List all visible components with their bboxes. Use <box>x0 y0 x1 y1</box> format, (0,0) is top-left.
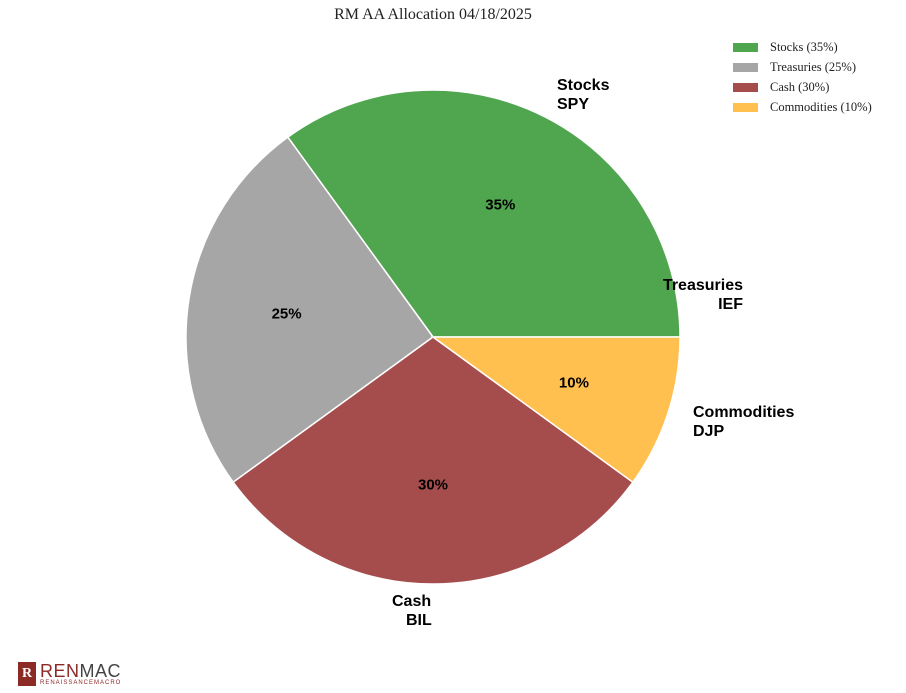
slice-name: Treasuries <box>662 277 743 294</box>
legend-item-cash: Cash (30%) <box>733 77 872 97</box>
slice-ticker: IEF <box>718 296 743 313</box>
logo-wordmark: RENMAC <box>40 662 121 680</box>
pct-label-treasuries: 25% <box>271 305 302 323</box>
slice-label-stocks: Stocks SPY <box>557 76 609 114</box>
slice-name: Cash <box>392 593 432 610</box>
pct-label-commodities: 10% <box>558 374 589 392</box>
pct-label-stocks: 35% <box>485 196 516 214</box>
legend-swatch <box>733 102 758 112</box>
chart-title: RM AA Allocation 04/18/2025 <box>334 6 532 23</box>
slice-label-cash: Cash BIL <box>392 592 432 630</box>
slice-name: Stocks <box>557 77 610 94</box>
renmac-logo: R RENMAC RENAISSANCEMACRO <box>18 662 121 686</box>
logo-brand-b: MAC <box>79 661 122 681</box>
pie-slice-treasuries <box>185 136 435 484</box>
logo-brand-a: REN <box>40 661 80 681</box>
legend-label: Cash (30%) <box>770 79 830 94</box>
pct-label-cash: 30% <box>417 476 449 494</box>
slice-ticker: SPY <box>557 96 590 113</box>
legend-item-stocks: Stocks (35%) <box>733 37 872 57</box>
legend-item-commodities: Commodities (10%) <box>733 97 872 117</box>
legend-label: Treasuries (25%) <box>770 59 856 74</box>
legend-label: Stocks (35%) <box>770 39 838 54</box>
legend-swatch <box>733 82 758 92</box>
legend: Stocks (35%) Treasuries (25%) Cash (30%) Co… <box>733 37 872 117</box>
slice-ticker: DJP <box>693 423 725 440</box>
slice-label-commodities: Commodities DJP <box>693 403 794 441</box>
legend-swatch <box>733 62 758 72</box>
pie-slice-stocks <box>286 89 681 338</box>
legend-label: Commodities (10%) <box>770 99 872 114</box>
pie-slice-commodities <box>430 336 681 484</box>
slice-name: Commodities <box>693 404 795 421</box>
logo-tagline: RENAISSANCEMACRO <box>40 680 122 686</box>
slice-label-treasuries: Treasuries IEF <box>663 276 743 314</box>
legend-item-treasuries: Treasuries (25%) <box>733 57 872 77</box>
slice-ticker: BIL <box>406 612 432 629</box>
logo-mark-icon: R <box>18 662 36 686</box>
pie-slice-cash <box>232 336 634 585</box>
legend-swatch <box>733 42 758 52</box>
